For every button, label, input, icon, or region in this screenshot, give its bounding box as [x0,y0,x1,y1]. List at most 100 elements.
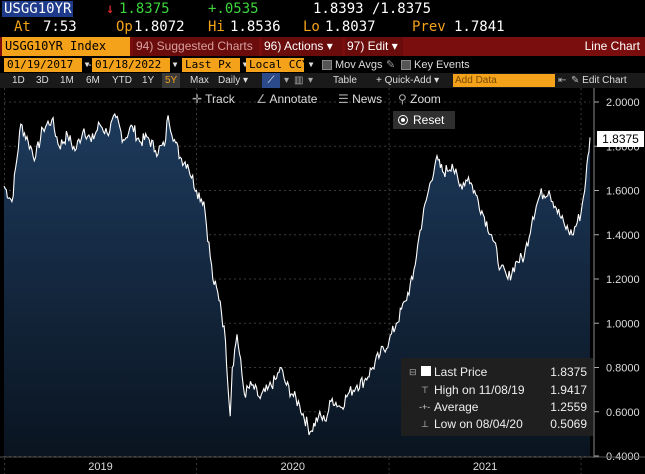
frequency-dropdown[interactable]: Daily ▾ [218,75,249,86]
range-1m[interactable]: 1M [60,75,74,86]
legend-average-value: 1.2559 [550,400,587,414]
at-time: 7:53 [43,19,77,35]
annotate-icon: ∠ [256,92,270,106]
high-value: 1.8536 [230,19,281,35]
chart-type-title: Line Chart [584,39,640,53]
add-data-input[interactable]: Add Data [453,74,555,87]
end-date-field[interactable]: 01/18/2022 [92,58,170,72]
legend-last-value: 1.8375 [550,365,587,379]
collapse-square-icon[interactable]: ⊟ [409,367,417,377]
x-tick-label: 2019 [88,461,112,473]
range-ytd[interactable]: YTD [112,75,132,86]
start-date-field[interactable]: 01/19/2017 [4,58,82,72]
price-line [3,112,591,436]
reset-label: Reset [413,113,445,127]
range-3d[interactable]: 3D [36,75,49,86]
menu-bar: USGG10YR Index 94) Suggested Charts 96) … [0,37,645,56]
range-1y[interactable]: 1Y [142,75,155,86]
edit-chart-button[interactable]: ✎ Edit Chart [571,73,627,88]
low-value: 1.8037 [325,19,376,35]
quote-ticker: USGG10YR ↓ 1.8375 +.0535 1.8393 /1.8375 … [0,0,645,36]
chart-style-dropdown-icon[interactable]: ▾ [284,75,290,86]
pencil-icon[interactable]: ✎ [386,59,396,71]
quick-add-button[interactable]: + Quick-Add ▾ [376,75,440,86]
mov-avgs-label: Mov Avgs [335,59,383,71]
legend-average-label: Average [434,400,479,414]
price-field[interactable]: Last Px [182,58,240,72]
range-row: 1D 3D 1M 6M YTD 1Y 5Y Max Daily ▾ ⟋ ▾ ▥ … [0,73,645,88]
prev-label: Prev [412,19,446,35]
key-events-label: Key Events [414,59,470,71]
reset-radio-icon [399,116,407,124]
bar-chart-icon[interactable]: ▥ [294,75,304,86]
price-dropdown-icon[interactable]: ▼ [242,60,248,69]
x-tick-label: 2021 [473,461,497,473]
table-button[interactable]: Table [333,75,357,86]
end-date-dropdown-icon[interactable]: ▼ [172,60,178,69]
track-label: Track [205,92,235,106]
annotate-label: Annotate [269,92,318,106]
news-tool[interactable]: ☰ News [338,90,382,108]
track-tool[interactable]: ✛ Track [192,90,235,108]
range-1d[interactable]: 1D [12,75,25,86]
prev-value: 1.7841 [454,19,505,35]
at-label: At [14,19,31,35]
y-tick-label: 2.0000 [606,97,640,109]
open-label: Op [116,19,133,35]
x-tick-label: 2020 [281,461,305,473]
range-5y[interactable]: 5Y [162,73,181,88]
mov-avgs-checkbox[interactable] [322,60,332,70]
chart-options-dropdown-icon[interactable]: ▾ [308,75,314,86]
y-tick-label: 1.6000 [606,186,640,198]
low-label: Lo [303,19,320,35]
currency-field[interactable]: Local CCY [246,58,309,72]
y-tick-label: 1.0000 [606,318,640,330]
range-max[interactable]: Max [190,75,209,86]
legend-panel[interactable]: ⊟ Last Price 1.8375 ⊤ High on 11/08/19 1… [401,358,593,436]
down-arrow-icon: ↓ [106,1,115,17]
collapse-icon[interactable]: ⇤ [558,75,567,86]
annotate-tool[interactable]: ∠ Annotate [256,90,317,108]
date-separator: - [88,59,92,71]
high-marker-icon: ⊤ [421,385,429,395]
news-icon: ☰ [338,92,353,106]
security-index-field[interactable]: USGG10YR Index [2,37,130,56]
zoom-icon: ⚲ [398,92,411,106]
actions-menu[interactable]: 96) Actions ▾ [262,37,342,56]
open-value: 1.8072 [134,19,185,35]
field-row: 01/19/2017 ▼ - 01/18/2022 ▼ Last Px ▼ Lo… [0,57,645,73]
reset-button[interactable]: Reset [393,111,455,129]
suggested-charts-menu[interactable]: 94) Suggested Charts [133,37,259,56]
legend-high-label: High on 11/08/19 [434,383,525,397]
x-axis: 2019 2020 2021 [0,456,645,473]
key-events-checkbox[interactable] [401,60,411,70]
y-axis: 2.00001.80001.60001.40001.20001.00000.80… [593,88,640,463]
y-tick-label: 0.8000 [606,363,640,375]
average-marker-icon: -+- [419,402,431,412]
zoom-label: Zoom [410,92,441,106]
y-tick-label: 0.6000 [606,407,640,419]
legend-high-value: 1.9417 [550,383,587,397]
crosshair-icon: ✛ [192,92,206,106]
pencil-icon: ✎ [571,75,583,86]
edit-menu[interactable]: 97) Edit ▾ [345,37,403,56]
last-price-tag: 1.8375 [597,131,644,147]
start-date-dropdown-icon[interactable]: ▼ [84,60,90,69]
ticker-bid-ask: 1.8393 /1.8375 [313,1,432,17]
ticker-symbol[interactable]: USGG10YR [2,1,74,17]
line-chart-icon[interactable]: ⟋ [262,73,280,88]
zoom-tool[interactable]: ⚲ Zoom [398,90,441,108]
range-6m[interactable]: 6M [86,75,100,86]
legend-low-value: 0.5069 [550,417,587,431]
low-marker-icon: ⊥ [421,419,429,429]
legend-last-label: Last Price [434,365,488,379]
ticker-change: +.0535 [208,1,259,17]
ticker-last: 1.8375 [119,1,170,17]
currency-dropdown-icon[interactable]: ▼ [308,60,314,69]
news-label: News [352,92,383,106]
y-tick-label: 1.2000 [606,274,640,286]
legend-low-label: Low on 08/04/20 [434,417,523,431]
last-price-swatch [421,366,431,376]
high-label: Hi [208,19,225,35]
y-tick-label: 1.4000 [606,230,640,242]
